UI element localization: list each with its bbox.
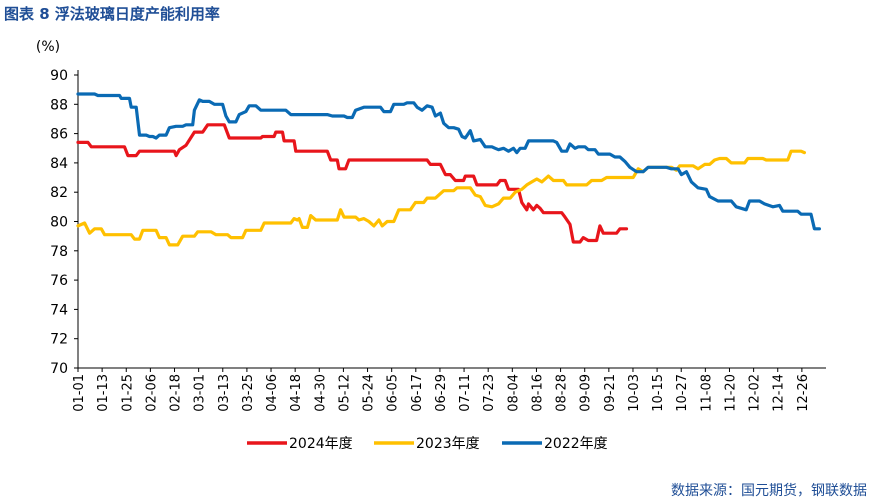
x-tick-label: 07-11 [458, 374, 473, 412]
y-tick-label: 74 [50, 302, 68, 318]
y-tick-label: 82 [50, 185, 68, 201]
x-tick-label: 10-27 [675, 374, 690, 412]
y-tick-label: 78 [50, 244, 68, 260]
legend-label: 2024年度 [289, 436, 353, 452]
x-tick-label: 09-09 [579, 374, 594, 412]
series-layer [76, 92, 821, 247]
y-tick-label: 70 [50, 361, 68, 377]
x-tick-label: 05-12 [337, 374, 352, 412]
x-tick-label: 03-25 [241, 374, 256, 412]
x-tick-label: 04-18 [289, 374, 304, 412]
chart-title: 图表 8 浮法玻璃日度产能利用率 [4, 5, 220, 23]
x-tick-label: 08-28 [555, 374, 570, 412]
x-tick-label: 07-23 [482, 374, 497, 412]
x-tick-label: 06-17 [410, 374, 425, 412]
y-tick-label: 90 [50, 68, 68, 84]
x-tick-label: 03-01 [193, 374, 208, 412]
y-tick-label: 88 [50, 97, 68, 113]
x-tick-label: 09-21 [603, 374, 618, 412]
series-line-2022 [76, 92, 821, 231]
x-tick-label: 12-14 [772, 374, 787, 412]
y-tick-label: 80 [50, 215, 68, 231]
x-tick-label: 10-15 [651, 374, 666, 412]
legend-label: 2023年度 [416, 436, 480, 452]
x-tick-label: 01-01 [72, 374, 87, 412]
x-tick-label: 08-16 [530, 374, 545, 412]
chart-axes: (%) 70 72 74 76 78 80 82 84 86 88 90 01-01 01-13 01-25… [36, 39, 826, 412]
x-tick-label: 06-29 [434, 374, 449, 412]
data-source: 数据来源：国元期货，钢联数据 [671, 483, 867, 499]
chart-legend: 2024年度 2023年度 2022年度 [247, 436, 608, 452]
x-tick-label: 01-13 [96, 374, 111, 412]
x-tick-label: 12-26 [796, 374, 811, 412]
y-axis-unit-label: (%) [36, 39, 60, 55]
x-tick-label: 10-03 [627, 374, 642, 412]
x-tick-label: 08-04 [506, 374, 521, 412]
y-tick-label: 86 [50, 127, 68, 143]
x-tick-label: 01-25 [120, 374, 135, 412]
x-tick-label: 03-13 [217, 374, 232, 412]
series-line-2024 [76, 123, 629, 244]
x-tick-label: 11-20 [723, 374, 738, 412]
x-tick-label: 02-18 [169, 374, 184, 412]
x-tick-label: 11-08 [699, 374, 714, 412]
y-tick-label: 76 [50, 273, 68, 289]
y-tick-label: 72 [50, 332, 68, 348]
x-tick-label: 04-30 [313, 374, 328, 412]
legend-label: 2022年度 [544, 436, 608, 452]
x-tick-label: 05-24 [362, 374, 377, 412]
x-tick-label: 12-02 [748, 374, 763, 412]
y-tick-label: 84 [50, 156, 68, 172]
x-tick-label: 02-06 [144, 374, 159, 412]
x-tick-label: 04-06 [265, 374, 280, 412]
x-tick-label: 06-05 [386, 374, 401, 412]
